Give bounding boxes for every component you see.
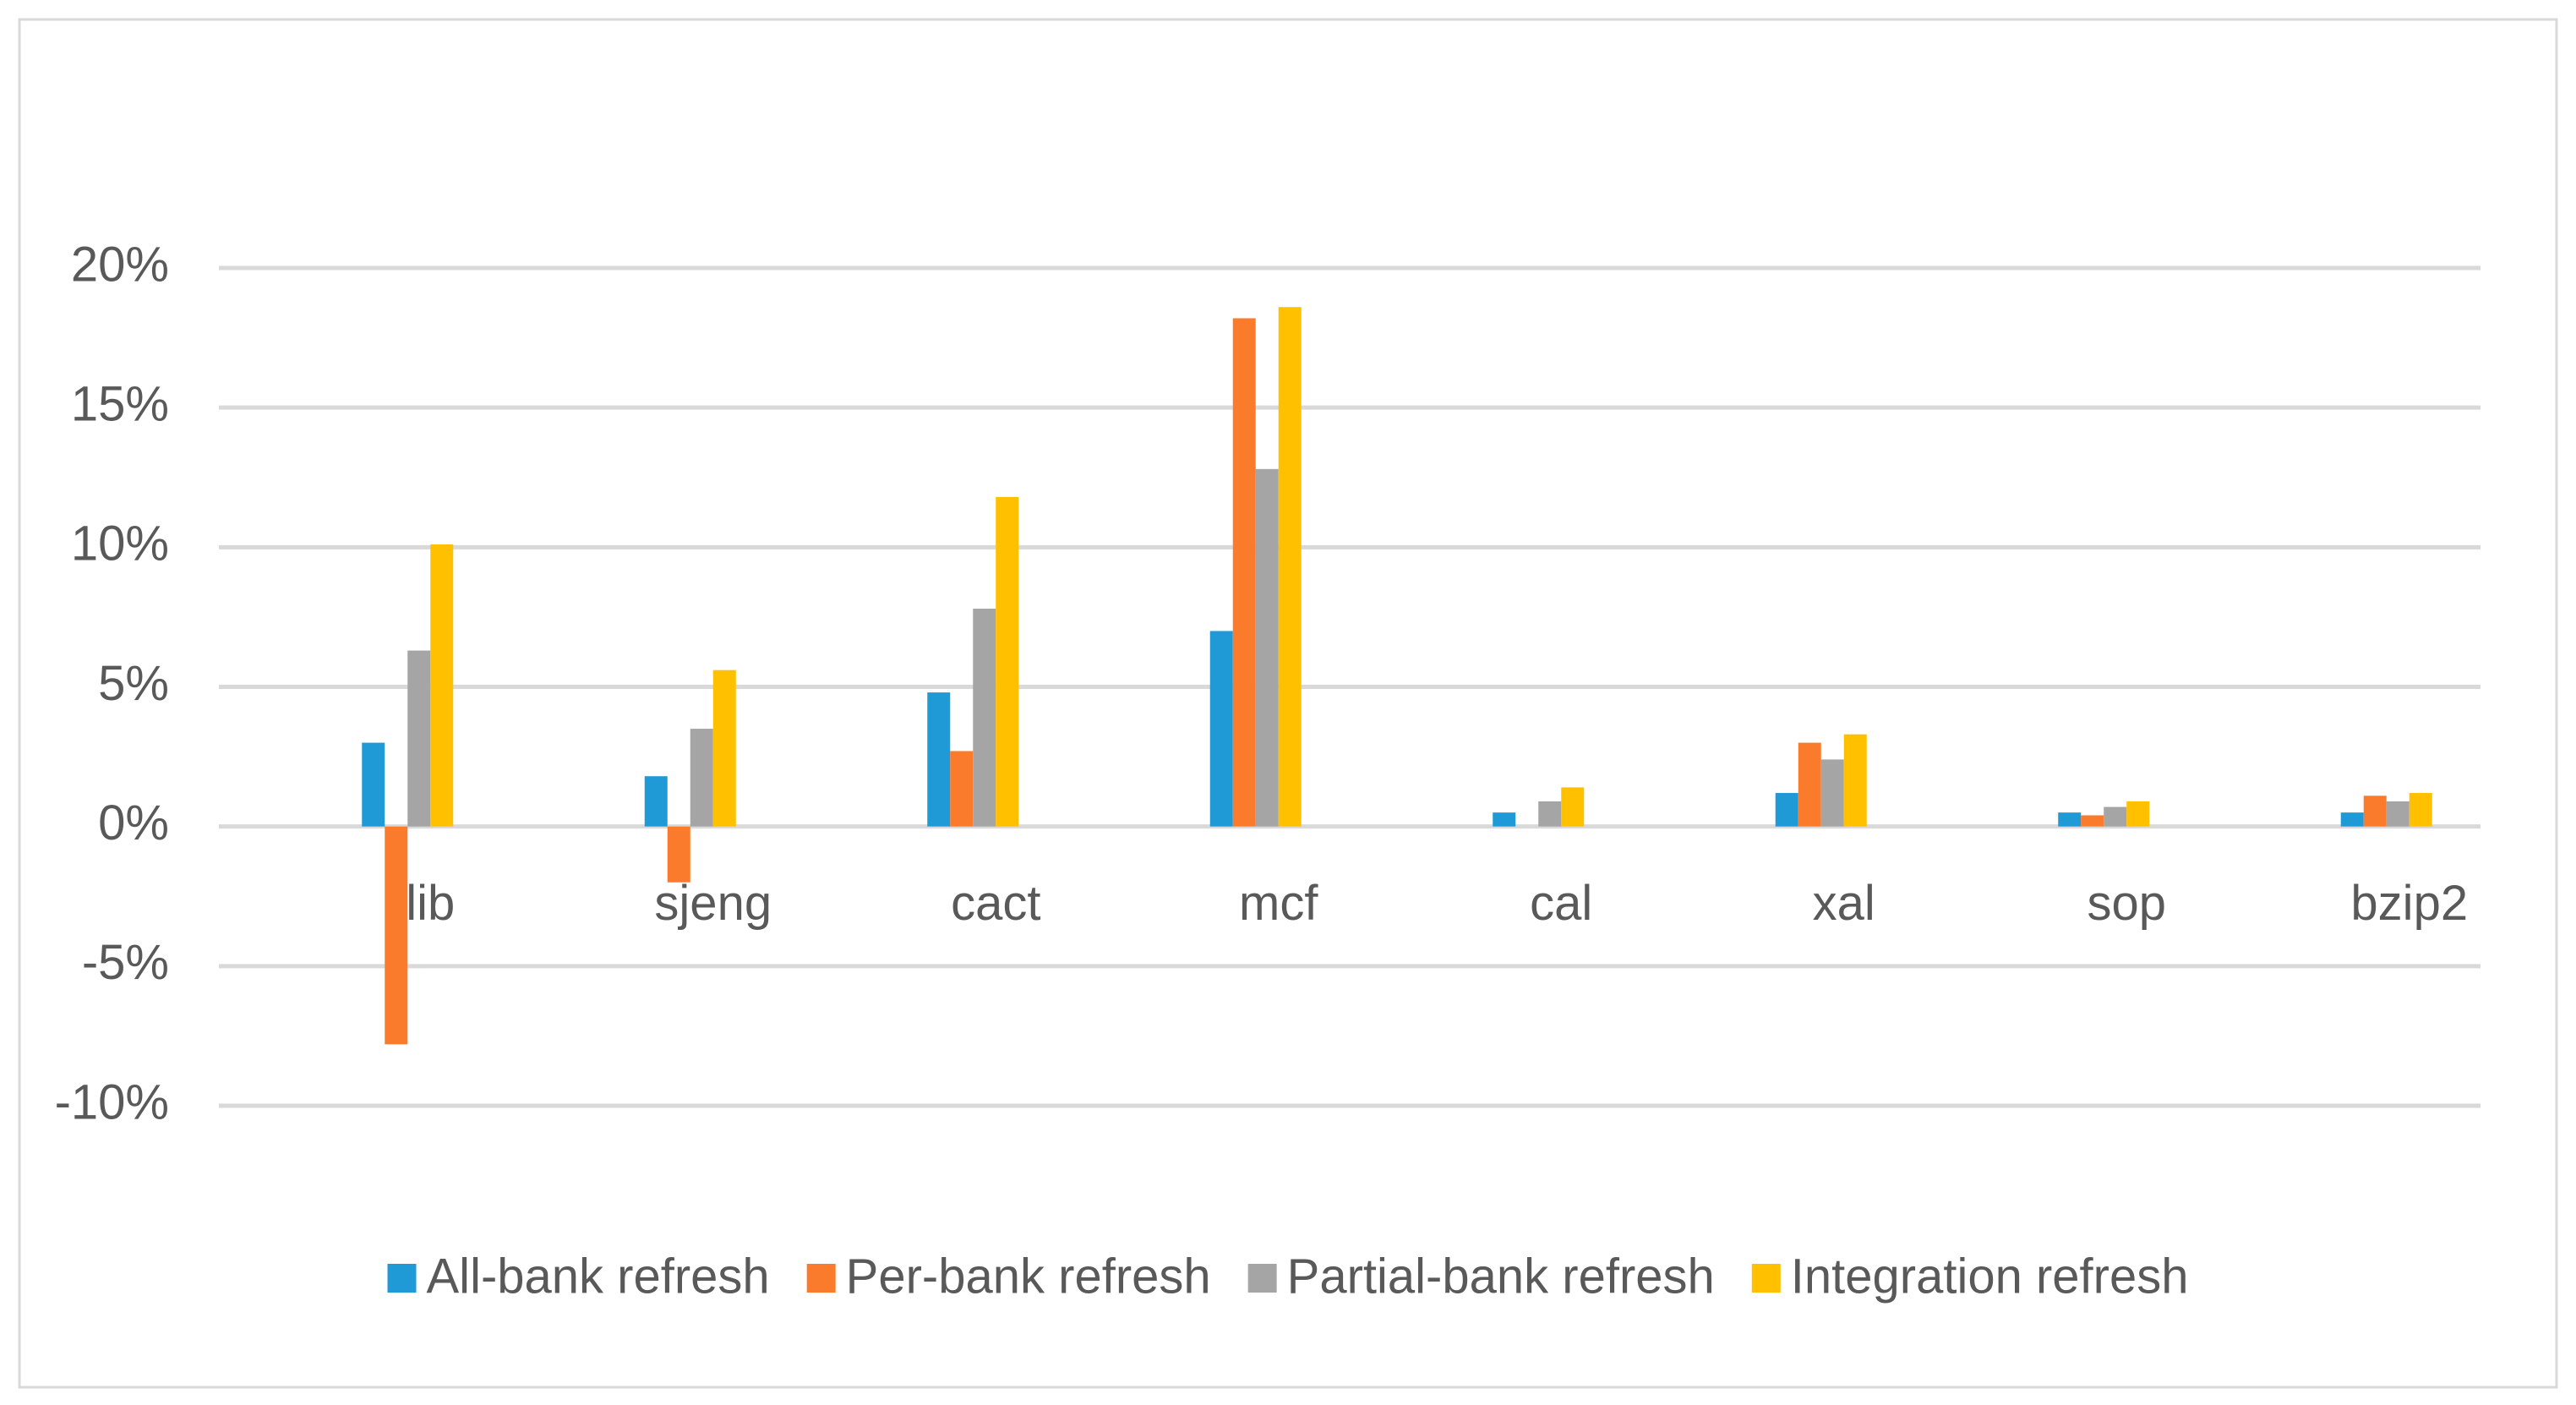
bar xyxy=(1538,801,1562,827)
legend-label: Per-bank refresh xyxy=(846,1249,1211,1304)
bar xyxy=(712,670,736,827)
bar xyxy=(2104,806,2127,827)
y-tick-label: 10% xyxy=(71,517,169,571)
bar xyxy=(1278,307,1302,827)
y-tick-label: 20% xyxy=(71,237,169,292)
bar xyxy=(1232,318,1256,827)
bar xyxy=(973,609,996,827)
bar xyxy=(1820,759,1844,827)
x-tick-label: mcf xyxy=(1239,876,1318,931)
bar xyxy=(690,729,713,827)
y-tick-label: 5% xyxy=(98,656,169,711)
y-tick-label: 15% xyxy=(71,376,169,431)
bar xyxy=(996,496,1019,827)
bar xyxy=(430,544,454,827)
legend-swatch xyxy=(1751,1264,1781,1293)
bar xyxy=(667,826,690,883)
bar xyxy=(1561,787,1585,827)
legend-swatch xyxy=(1247,1264,1277,1293)
x-tick-label: xal xyxy=(1813,876,1875,931)
bar xyxy=(2409,793,2432,827)
bar xyxy=(1775,793,1798,827)
bar xyxy=(1843,734,1867,827)
bar xyxy=(2386,801,2410,827)
bar xyxy=(927,692,951,827)
x-tick-label: sjeng xyxy=(654,876,772,931)
y-tick-label: 0% xyxy=(98,795,169,850)
x-tick-label: cal xyxy=(1530,876,1592,931)
bar xyxy=(1255,468,1279,827)
x-tick-label: lib xyxy=(406,876,455,931)
x-tick-label: cact xyxy=(951,876,1040,931)
legend-label: All-bank refresh xyxy=(427,1249,770,1304)
bar xyxy=(950,751,974,827)
legend-label: Integration refresh xyxy=(1791,1249,2189,1304)
bar xyxy=(2058,812,2082,827)
bar xyxy=(1493,812,1516,827)
bar xyxy=(2340,812,2364,827)
legend-label: Partial-bank refresh xyxy=(1287,1249,1715,1304)
y-tick-label: -5% xyxy=(82,935,169,990)
y-tick-label: -10% xyxy=(55,1074,169,1129)
bar xyxy=(385,826,408,1045)
bar xyxy=(1798,742,1821,827)
bar xyxy=(644,776,668,827)
legend-swatch xyxy=(806,1264,836,1293)
bar xyxy=(362,742,385,827)
x-tick-label: bzip2 xyxy=(2350,876,2468,931)
x-tick-label: sop xyxy=(2087,876,2166,931)
bar xyxy=(1209,631,1233,827)
bar xyxy=(2126,801,2150,827)
legend-swatch xyxy=(387,1264,417,1293)
bar xyxy=(2081,815,2104,827)
bar xyxy=(407,650,431,827)
bar xyxy=(2363,795,2387,827)
